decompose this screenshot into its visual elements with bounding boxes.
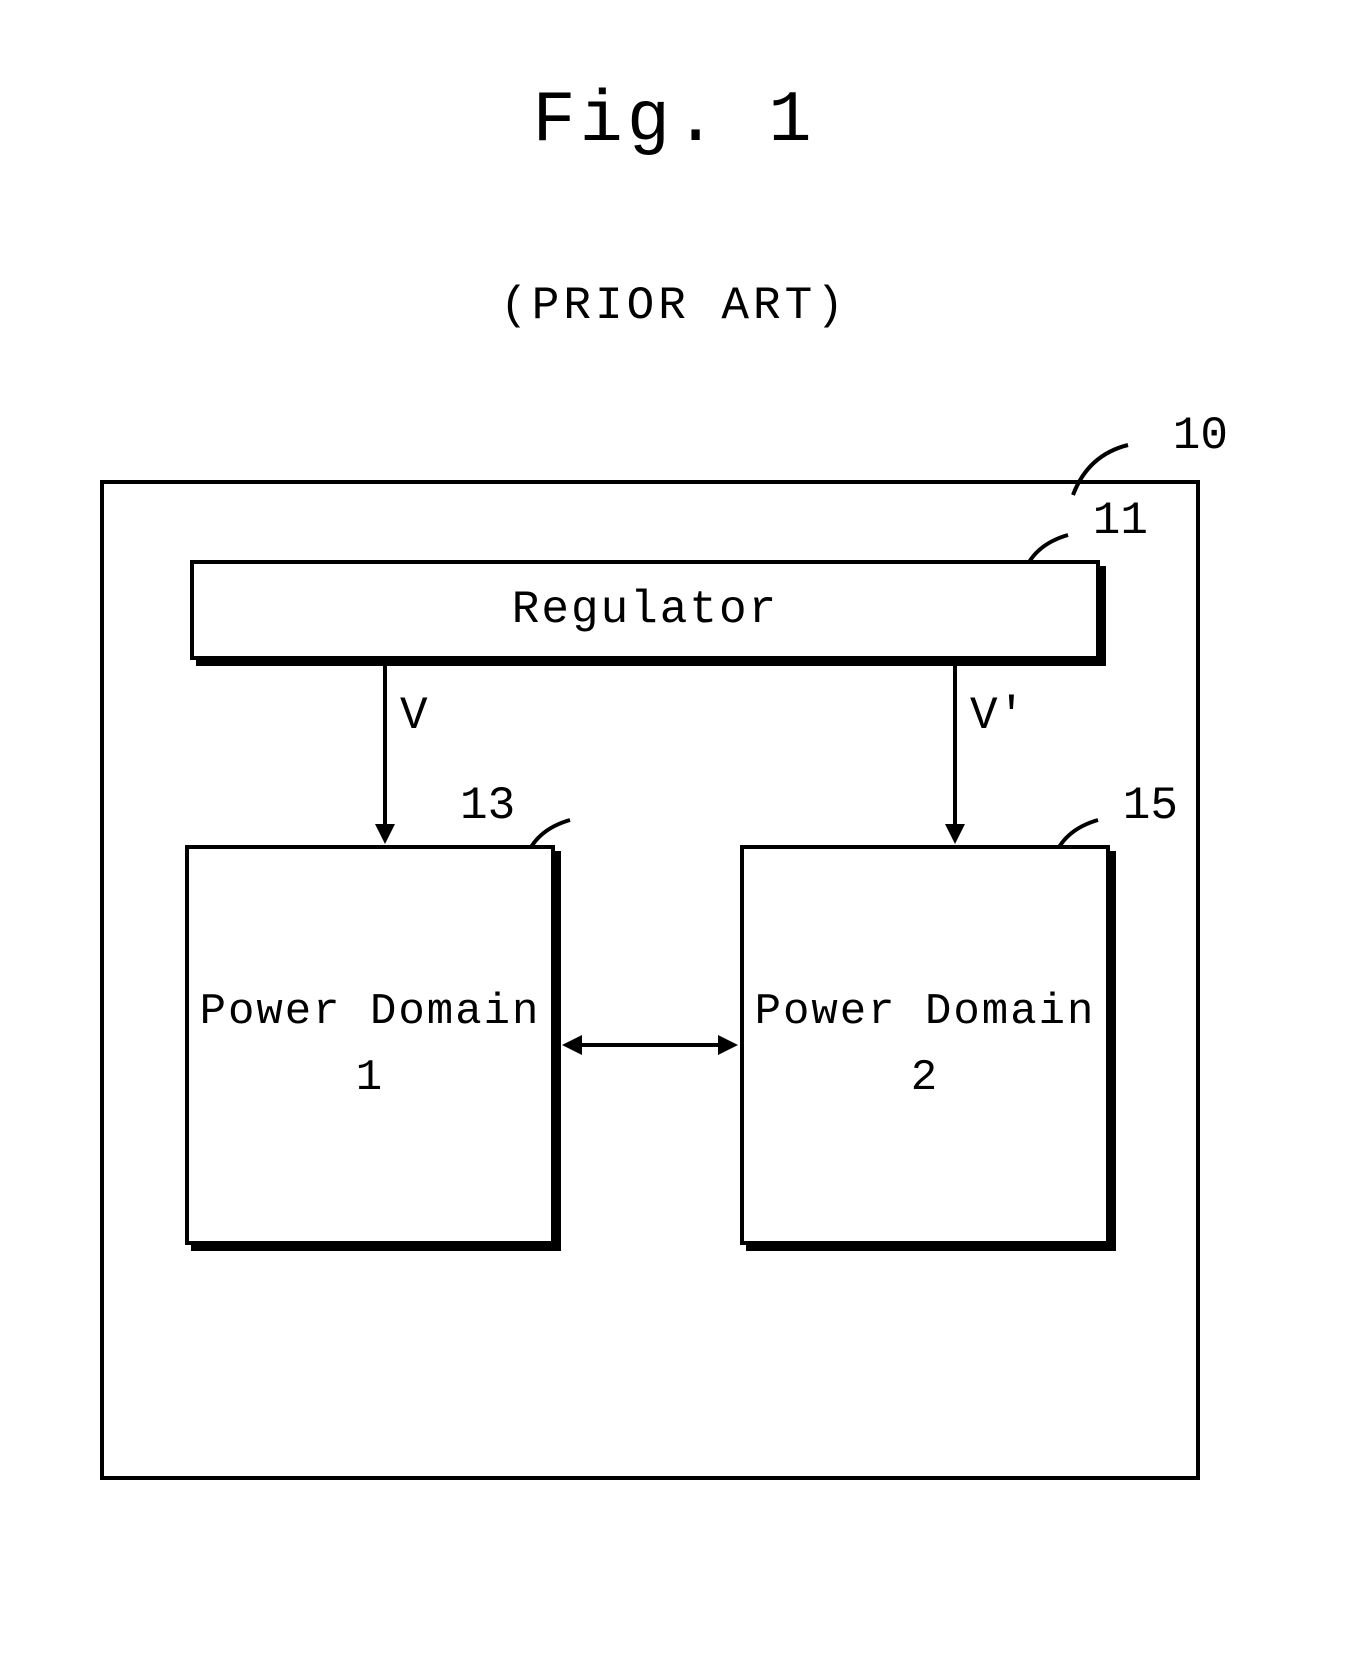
regulator-ref-label: 11 — [1093, 495, 1148, 547]
voltage-v-label: V — [400, 690, 428, 742]
pd1-line1: Power Domain — [200, 987, 541, 1037]
prior-art-label: (PRIOR ART) — [500, 280, 848, 332]
bidirectional-arrow — [560, 1030, 740, 1060]
regulator-box: Regulator — [190, 560, 1100, 660]
power-domain-2-box: Power Domain 2 — [740, 845, 1110, 1245]
regulator-text: Regulator — [512, 584, 778, 636]
outer-box-ref-label: 10 — [1173, 410, 1228, 462]
arrow-vprime-to-pd2 — [940, 666, 970, 846]
pd2-line2: 2 — [911, 1053, 939, 1103]
pd1-ref-label: 13 — [460, 780, 515, 832]
voltage-vprime-label: V' — [970, 690, 1025, 742]
arrow-v-to-pd1 — [370, 666, 400, 846]
pd2-ref-label: 15 — [1123, 780, 1178, 832]
pd1-line2: 1 — [356, 1053, 384, 1103]
power-domain-1-box: Power Domain 1 — [185, 845, 555, 1245]
pd1-text: Power Domain 1 — [200, 979, 541, 1111]
figure-title: Fig. 1 — [532, 80, 815, 162]
pd2-text: Power Domain 2 — [755, 979, 1096, 1111]
diagram-container: 10 11 Regulator V V' 13 15 Power Domain … — [100, 400, 1248, 1520]
pd2-line1: Power Domain — [755, 987, 1096, 1037]
